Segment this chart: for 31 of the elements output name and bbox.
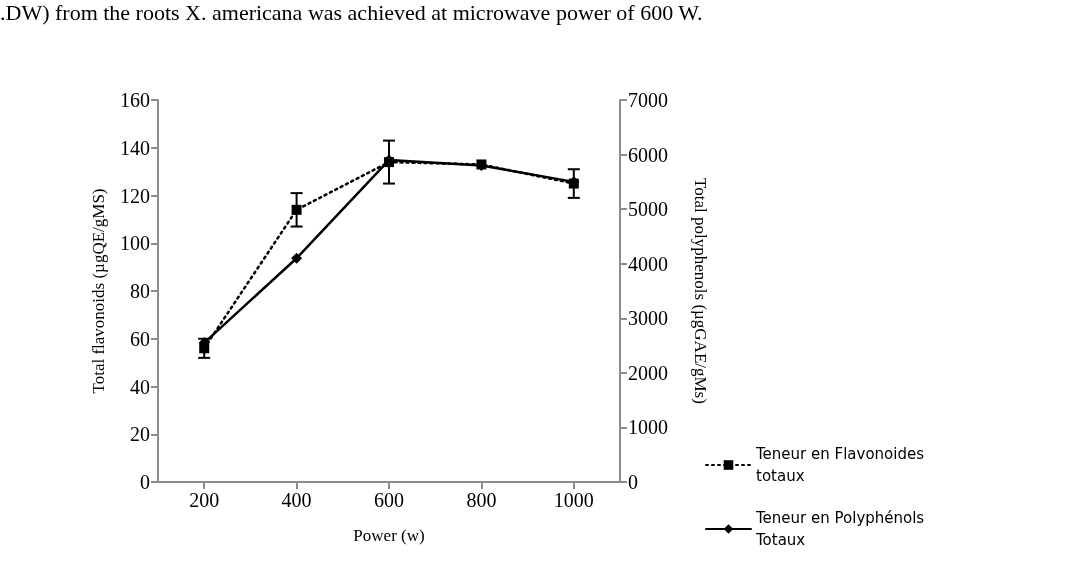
x-tick-label: 1000 [553, 489, 594, 511]
y2-tick-label: 7000 [628, 89, 668, 111]
y-tick-label: 40 [130, 375, 150, 398]
x-axis-title: Power (w) [353, 526, 425, 545]
point [291, 204, 302, 215]
y-tick-label: 20 [130, 423, 150, 446]
x-tick-label: 200 [189, 489, 220, 511]
text: .DW) from the roots X. americana was achieved at microwave power of 600 W. [0, 0, 703, 25]
x-tick-label: 600 [374, 489, 404, 511]
y2-axis-title: Total polyphenols (µgGAE/gMs) [690, 178, 710, 404]
y2-tick-label: 1000 [628, 416, 668, 439]
y-tick-label: 0 [140, 471, 150, 493]
y2-tick-label: 6000 [628, 143, 668, 166]
y2-tick-label: 4000 [628, 252, 668, 275]
point [291, 252, 303, 264]
y2-tick-label: 3000 [628, 307, 668, 330]
y-tick-label: 140 [120, 136, 150, 159]
y2-tick-label: 2000 [628, 361, 668, 384]
legend-label: Teneur en Polyphénols Totaux [755, 509, 929, 549]
x-tick-label: 400 [281, 489, 312, 511]
y-tick-label: 120 [120, 184, 150, 207]
legend-label: Teneur en Flavonoides totaux [755, 445, 929, 485]
y-tick-label: 80 [130, 280, 150, 302]
y2-tick-label: 0 [628, 471, 638, 493]
y2-tick-label: 5000 [628, 198, 668, 221]
y-axis-title: Total flavonoids (µgQE/gMS) [88, 188, 108, 394]
point [199, 343, 210, 354]
x-tick-label: 800 [466, 489, 497, 511]
y-tick-label: 100 [120, 232, 150, 255]
y-tick-label: 60 [130, 327, 150, 350]
y-tick-label: 160 [120, 89, 150, 111]
